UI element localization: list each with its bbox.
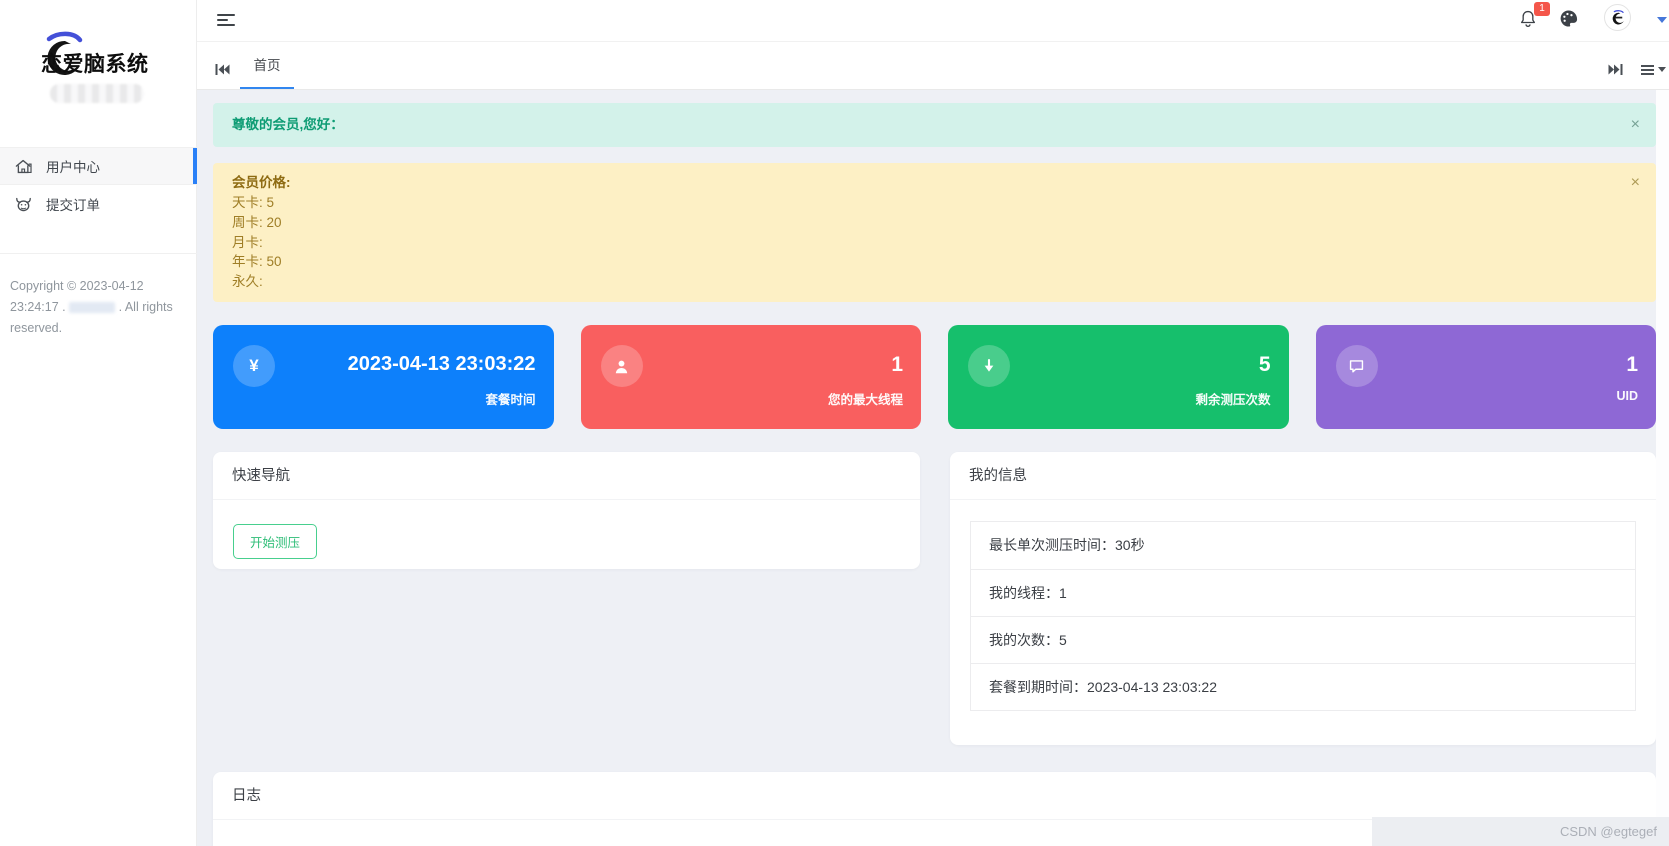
- stat-card-uid: 1 UID: [1315, 325, 1656, 429]
- yen-icon: ¥: [233, 345, 275, 387]
- close-icon[interactable]: ×: [1630, 116, 1640, 133]
- copyright-text: Copyright © 2023-04-12 23:24:17 . . All …: [10, 276, 184, 339]
- list-item: 套餐到期时间：2023-04-13 23:03:22: [971, 663, 1635, 710]
- stat-value: 1: [891, 353, 903, 376]
- sidebar-item-user-center[interactable]: 用户中心: [0, 147, 197, 185]
- my-info-list: 最长单次测压时间：30秒 我的线程：1 我的次数：5 套餐到期时间：2023-0…: [970, 521, 1636, 711]
- logo-censored-text: [50, 84, 144, 103]
- stat-card-remaining-tests: 5 剩余测压次数: [948, 325, 1289, 429]
- stat-value: 1: [1626, 353, 1638, 376]
- sidebar-divider: [0, 253, 197, 254]
- sidebar-nav: 用户中心 提交订单: [0, 147, 197, 223]
- avatar[interactable]: [1604, 4, 1631, 31]
- stat-value: 5: [1258, 353, 1271, 376]
- my-info-title: 我的信息: [950, 452, 1656, 500]
- notification-badge: 1: [1534, 2, 1550, 16]
- greeting-text: 尊敬的会员,您好：: [232, 117, 344, 132]
- hamburger-menu-icon[interactable]: [217, 14, 235, 27]
- logo: 恋爱脑系统: [0, 0, 197, 130]
- topbar: [197, 0, 1669, 42]
- chat-icon: [1335, 345, 1378, 387]
- stat-card-max-threads: 1 您的最大线程: [580, 325, 921, 429]
- stat-card-package-time: ¥ 2023-04-13 23:03:22 套餐时间: [213, 325, 554, 429]
- prices-title: 会员价格:: [232, 175, 291, 190]
- log-title: 日志: [213, 772, 1656, 820]
- stat-label: UID: [1616, 389, 1638, 403]
- csdn-watermark: CSDN @egtegef: [1372, 817, 1669, 846]
- sidebar-item-submit-order[interactable]: 提交订单: [0, 185, 197, 223]
- my-info-card: 我的信息 最长单次测压时间：30秒 我的线程：1 我的次数：5 套餐到期时间：2…: [950, 452, 1656, 745]
- price-line-week: 周卡: 20: [232, 214, 282, 230]
- list-menu-icon[interactable]: [1641, 64, 1667, 76]
- sidebar: 恋爱脑系统 用户中心: [0, 0, 197, 846]
- prices-alert: 会员价格: 天卡: 5 周卡: 20 月卡: 年卡: 50 永久: ×: [213, 163, 1656, 302]
- copyright-part1: Copyright © 2023-04-12 23:24:17 .: [10, 279, 144, 314]
- caret-down-icon[interactable]: [1657, 17, 1667, 23]
- logo-title: 恋爱脑系统: [41, 53, 149, 76]
- price-line-month: 月卡:: [232, 234, 263, 250]
- skip-end-icon[interactable]: [1608, 63, 1623, 76]
- price-line-forever: 永久:: [232, 274, 263, 290]
- close-icon[interactable]: ×: [1630, 174, 1640, 191]
- logo-swirl-icon: [46, 31, 83, 75]
- copyright-censored-text: [69, 302, 116, 314]
- stat-label: 套餐时间: [485, 393, 536, 407]
- theme-palette-icon[interactable]: [1558, 8, 1580, 30]
- sidebar-item-label: 提交订单: [46, 198, 100, 213]
- tabbar: [197, 42, 1669, 90]
- arrow-down-icon: [968, 345, 1010, 387]
- price-line-day: 天卡: 5: [232, 195, 275, 210]
- list-item: 我的次数：5: [971, 616, 1635, 663]
- greeting-alert: 尊敬的会员,您好： ×: [213, 103, 1656, 147]
- yen-glyph: ¥: [249, 356, 259, 375]
- notification-bell-icon[interactable]: [1518, 8, 1542, 34]
- stat-value: 2023-04-13 23:03:22: [347, 353, 536, 375]
- user-icon: [600, 345, 643, 387]
- quick-nav-title: 快速导航: [213, 452, 920, 500]
- skip-start-icon[interactable]: [215, 63, 230, 76]
- tab-home[interactable]: 首页: [240, 42, 294, 89]
- price-line-year: 年卡: 50: [232, 254, 282, 270]
- stat-label: 您的最大线程: [827, 393, 903, 407]
- list-item: 最长单次测压时间：30秒: [971, 522, 1635, 569]
- ox-icon: [16, 197, 31, 211]
- copyright-part2: . All rights reserved.: [10, 300, 173, 335]
- stat-cards-row: ¥ 2023-04-13 23:03:22 套餐时间 1 您的最大线程: [213, 325, 1656, 429]
- sidebar-item-label: 用户中心: [46, 160, 100, 175]
- list-item: 我的线程：1: [971, 569, 1635, 616]
- home-icon: [15, 159, 32, 173]
- vertical-scrollbar[interactable]: [1656, 90, 1669, 846]
- stat-label: 剩余测压次数: [1195, 393, 1271, 407]
- quick-nav-card: 快速导航 开始测压: [213, 452, 920, 569]
- start-test-button[interactable]: 开始测压: [233, 524, 318, 559]
